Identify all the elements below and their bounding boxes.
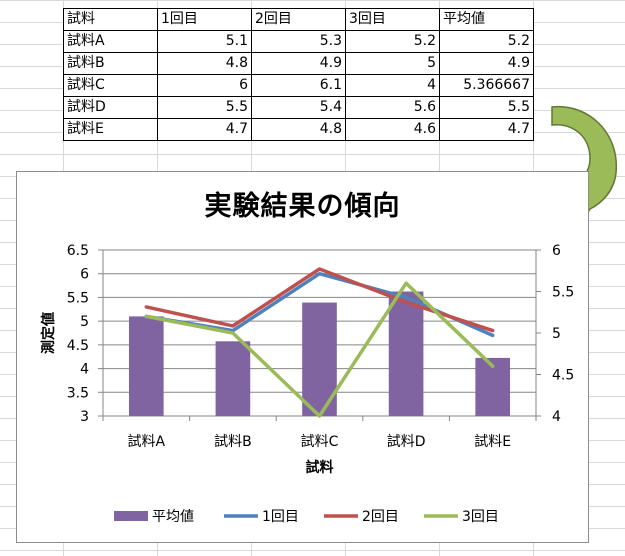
y2-tick-label: 4.5 (552, 368, 574, 384)
value-cell[interactable]: 4.6 (345, 118, 440, 141)
table-header-cell[interactable]: 2回目 (251, 8, 346, 31)
bar (215, 341, 251, 416)
value-cell[interactable]: 5.3 (251, 30, 346, 53)
combo-chart: 3 3.5 4 4.5 5 5.5 6 6.5 4 4.5 5 5.5 6 試料A 試料B 試料C 試料D 試料E… (40, 243, 574, 525)
chart-area[interactable]: 実験結果の傾向 3 3.5 4 4.5 5 5.5 6 6.5 4 4.5 5 5.5 6 試料A 試料B 試… (16, 171, 589, 543)
table-row: 試料B 4.8 4.9 5 4.9 (63, 52, 534, 75)
table-header-cell[interactable]: 1回目 (157, 8, 252, 31)
y2-tick-label: 6 (552, 243, 561, 259)
row-label-cell[interactable]: 試料A (63, 30, 158, 53)
table-row: 試料A 5.1 5.3 5.2 5.2 (63, 30, 534, 53)
legend-swatch (114, 511, 148, 521)
row-label-cell[interactable]: 試料D (63, 96, 158, 119)
y-tick-label: 3 (80, 409, 89, 425)
table-header-cell[interactable]: 平均値 (439, 8, 534, 31)
value-cell[interactable]: 5 (345, 52, 440, 75)
y-tick-label: 6.5 (67, 243, 89, 259)
value-cell[interactable]: 6.1 (251, 74, 346, 97)
y2-tick-label: 5.5 (552, 285, 574, 301)
legend-label: 1回目 (262, 509, 299, 525)
table-row: 試料E 4.7 4.8 4.6 4.7 (63, 118, 534, 141)
row-label-cell[interactable]: 試料C (63, 74, 158, 97)
value-cell[interactable]: 5.2 (439, 30, 534, 53)
y-tick-label: 5.5 (67, 290, 89, 306)
value-cell[interactable]: 4.8 (251, 118, 346, 141)
row-label-cell[interactable]: 試料E (63, 118, 158, 141)
y-axis-title: 測定値 (40, 312, 57, 354)
value-cell[interactable]: 4.8 (157, 52, 252, 75)
bar (128, 316, 164, 416)
y-tick-label: 3.5 (67, 385, 89, 401)
x-tick-label: 試料C (301, 434, 339, 450)
x-tick-label: 試料E (474, 434, 511, 450)
legend-label: 2回目 (362, 509, 399, 525)
y2-tick-label: 4 (552, 409, 561, 425)
value-cell[interactable]: 5.366667 (439, 74, 534, 97)
x-tick-label: 試料B (214, 434, 252, 450)
y-tick-label: 4.5 (67, 338, 89, 354)
value-cell[interactable]: 5.2 (345, 30, 440, 53)
y-tick-label: 4 (80, 362, 89, 378)
value-cell[interactable]: 4.7 (157, 118, 252, 141)
y-tick-label: 6 (80, 267, 89, 283)
legend-label: 3回目 (462, 509, 499, 525)
legend-label: 平均値 (152, 509, 194, 525)
series-line (144, 281, 495, 418)
chart-title: 実験結果の傾向 (204, 191, 401, 222)
value-cell[interactable]: 5.5 (157, 96, 252, 119)
data-table: 試料 1回目 2回目 3回目 平均値 試料A 5.1 5.3 5.2 5.2 試料B 4.8 4.9 5 4… (63, 8, 534, 141)
value-cell[interactable]: 4.7 (439, 118, 534, 141)
table-header-row: 試料 1回目 2回目 3回目 平均値 (63, 8, 534, 31)
value-cell[interactable]: 6 (157, 74, 252, 97)
value-cell[interactable]: 4.9 (251, 52, 346, 75)
table-row: 試料D 5.5 5.4 5.6 5.5 (63, 96, 534, 119)
value-cell[interactable]: 5.6 (345, 96, 440, 119)
row-label-cell[interactable]: 試料B (63, 52, 158, 75)
y2-tick-label: 5 (552, 326, 561, 342)
value-cell[interactable]: 5.1 (157, 30, 252, 53)
value-cell[interactable]: 4.9 (439, 52, 534, 75)
value-cell[interactable]: 5.4 (251, 96, 346, 119)
y-tick-label: 5 (80, 314, 89, 330)
x-axis-title: 試料 (306, 459, 334, 476)
table-header-cell[interactable]: 試料 (63, 8, 158, 31)
table-row: 試料C 6 6.1 4 5.366667 (63, 74, 534, 97)
value-cell[interactable]: 4 (345, 74, 440, 97)
bar (388, 291, 424, 416)
x-tick-label: 試料D (387, 434, 426, 450)
table-header-cell[interactable]: 3回目 (345, 8, 440, 31)
x-tick-label: 試料A (128, 434, 166, 450)
